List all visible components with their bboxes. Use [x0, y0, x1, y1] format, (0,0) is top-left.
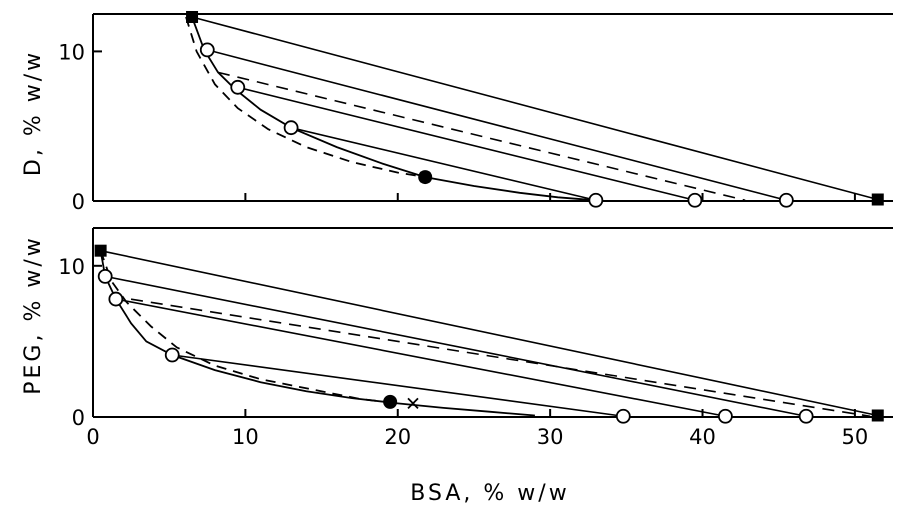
x-tick-label: 20 [384, 425, 411, 449]
top-tie-line-dashed [217, 71, 746, 202]
bottom-y-axis-label: PEG, % w/w [21, 235, 46, 395]
bottom-open-point [108, 291, 124, 307]
top-y-axis-label: D, % w/w [21, 50, 46, 176]
top-open-point [283, 120, 299, 136]
bottom-tie-line [115, 298, 726, 418]
top-binodal-solid [191, 16, 596, 202]
bottom-open-point [164, 347, 180, 363]
top-open-point [199, 42, 215, 58]
x-tick-label: 10 [232, 425, 259, 449]
bottom-tie-line-dashed [111, 295, 871, 418]
bottom-open-point [717, 408, 733, 424]
bottom-open-point [615, 408, 631, 424]
bottom-open-point [97, 268, 113, 284]
top-y-tick-label: 0 [72, 190, 85, 214]
bottom-filled-point [383, 394, 398, 409]
top-binodal-dashed [185, 16, 426, 178]
top-cross-point [419, 171, 431, 183]
x-axis-label: BSA, % w/w [410, 481, 569, 506]
bottom-tie-line [172, 354, 624, 418]
bottom-open-point [798, 408, 814, 424]
bottom-square-point [871, 409, 884, 422]
top-tie-line [191, 16, 878, 201]
top-square-point [871, 193, 884, 206]
top-square-point [186, 10, 199, 23]
top-open-point [778, 192, 794, 208]
x-tick-label: 0 [86, 425, 99, 449]
bottom-y-tick-label: 10 [58, 255, 85, 279]
top-open-point [687, 192, 703, 208]
bottom-tie-line [105, 275, 807, 418]
top-tie-line [237, 86, 696, 202]
bottom-cross-point [407, 397, 419, 410]
top-tie-line [290, 126, 597, 202]
bottom-binodal-dashed [99, 250, 398, 405]
bottom-panel: 0 10 0 10 20 30 40 50 [58, 227, 893, 449]
top-open-point [588, 192, 604, 208]
top-y-tick-label: 10 [58, 40, 85, 64]
x-tick-label: 40 [689, 425, 716, 449]
top-open-point [230, 79, 246, 95]
bottom-tie-line [100, 249, 878, 417]
bottom-square-point [94, 244, 107, 257]
x-tick-label: 50 [842, 425, 869, 449]
bottom-y-tick-label: 0 [72, 406, 85, 430]
top-tie-line [207, 49, 787, 202]
top-panel: 0 10 [58, 10, 893, 214]
x-tick-label: 30 [537, 425, 564, 449]
